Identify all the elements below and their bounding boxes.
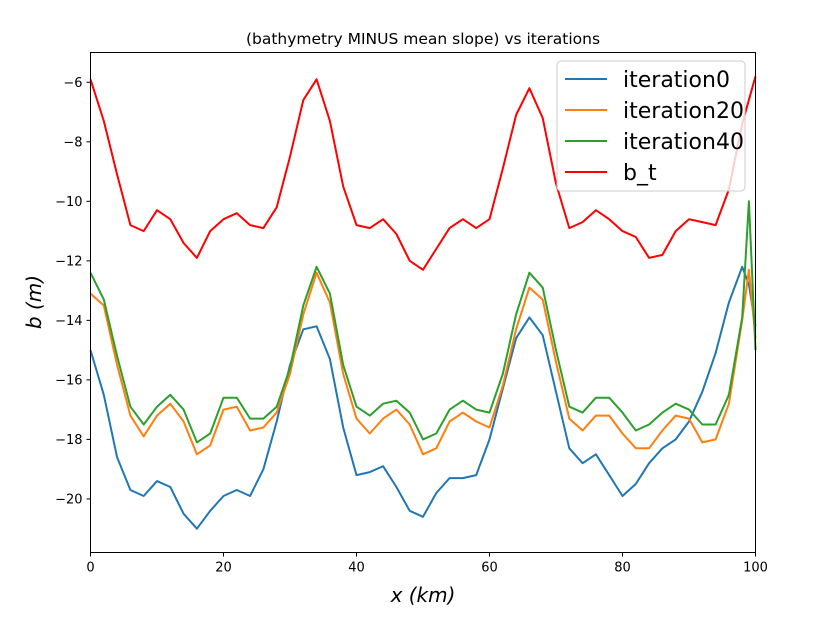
y-axis-ticks: −20 −18 −16 −14 −12 −10 −8 −6 (55, 76, 91, 507)
legend-label-b_t: b_t (623, 161, 657, 186)
legend-label-iteration20: iteration20 (623, 99, 744, 124)
y-axis-label: b (m) (22, 275, 46, 329)
x-tick-label: 0 (86, 561, 94, 576)
y-tick-label: −16 (55, 373, 82, 388)
x-tick-label: 60 (481, 561, 498, 576)
legend: iteration0 iteration20 iteration40 b_t (556, 60, 746, 192)
y-tick-label: −14 (55, 314, 82, 329)
x-tick-label: 80 (614, 561, 631, 576)
legend-label-iteration40: iteration40 (623, 130, 744, 155)
x-tick-label: 100 (743, 561, 768, 576)
legend-items: iteration0 iteration20 iteration40 b_t (565, 68, 744, 186)
x-tick-label: 40 (348, 561, 365, 576)
y-tick-label: −18 (55, 433, 82, 448)
y-tick-label: −8 (63, 135, 82, 150)
series-line-iteration0 (89, 265, 757, 530)
y-tick-label: −6 (63, 76, 82, 91)
y-tick-label: −20 (55, 492, 82, 507)
x-axis-ticks: 0 20 40 60 80 100 (86, 552, 768, 576)
series-line-iteration20 (89, 268, 757, 456)
series-line-b_t (89, 76, 757, 271)
y-tick-label: −12 (55, 254, 82, 269)
x-axis-label: x (km) (390, 583, 456, 607)
y-tick-label: −10 (55, 195, 82, 210)
plot-frame (90, 52, 756, 553)
legend-label-iteration0: iteration0 (623, 68, 730, 93)
chart-title: (bathymetry MINUS mean slope) vs iterati… (246, 30, 600, 48)
x-tick-label: 20 (215, 561, 232, 576)
series-line-iteration40 (89, 200, 757, 444)
legend-box (556, 60, 746, 192)
series-layer (89, 76, 757, 530)
